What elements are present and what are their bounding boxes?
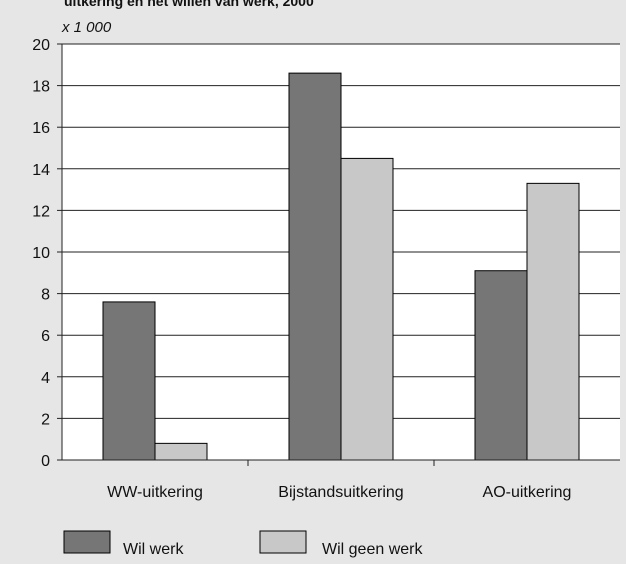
y-tick-labels: 0 2 4 6 8 10 12 14 16 18 20 xyxy=(32,37,50,470)
bar xyxy=(154,442,208,461)
y-tick-label: 6 xyxy=(41,328,50,345)
y-tick-label: 0 xyxy=(41,453,50,470)
y-tick-label: 18 xyxy=(32,79,50,96)
bars xyxy=(102,72,580,461)
bar xyxy=(526,182,580,461)
legend: Wil werk Wil geen werk xyxy=(63,530,423,558)
y-tick-label: 20 xyxy=(32,37,50,54)
y-tick-label: 16 xyxy=(32,120,50,137)
y-axis-unit-label: x 1 000 xyxy=(61,19,112,36)
y-tick-label: 14 xyxy=(32,162,50,179)
x-category-label: AO-uitkering xyxy=(483,484,572,501)
chart-title-fragment: uitkering en het willen van werk, 2000 xyxy=(64,0,314,9)
y-tick-label: 8 xyxy=(41,287,50,304)
legend-swatch xyxy=(259,530,307,554)
bar xyxy=(288,72,342,461)
y-tick-label: 12 xyxy=(32,203,50,220)
legend-label: Wil werk xyxy=(123,541,184,558)
x-category-label: WW-uitkering xyxy=(107,484,203,501)
legend-label: Wil geen werk xyxy=(322,541,423,558)
bar xyxy=(102,301,156,461)
bar xyxy=(340,157,394,461)
legend-swatch xyxy=(63,530,111,554)
y-tick-label: 10 xyxy=(32,245,50,262)
x-category-label: Bijstandsuitkering xyxy=(278,484,403,501)
x-category-labels: WW-uitkering Bijstandsuitkering AO-uitkeri… xyxy=(107,484,571,501)
axes xyxy=(57,43,620,466)
y-tick-label: 2 xyxy=(41,411,50,428)
y-tick-label: 4 xyxy=(41,370,50,387)
bar xyxy=(474,270,528,461)
